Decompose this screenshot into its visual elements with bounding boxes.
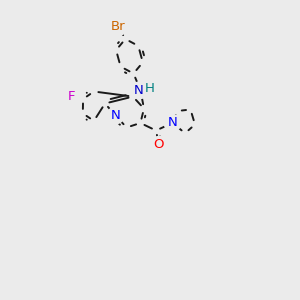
Circle shape bbox=[151, 136, 167, 153]
Circle shape bbox=[165, 116, 180, 130]
Text: O: O bbox=[154, 138, 164, 152]
Circle shape bbox=[63, 88, 80, 105]
Text: N: N bbox=[111, 109, 120, 122]
Text: N: N bbox=[168, 116, 177, 130]
Text: F: F bbox=[68, 90, 75, 103]
Text: Br: Br bbox=[111, 20, 126, 34]
Circle shape bbox=[110, 19, 127, 35]
Text: N: N bbox=[134, 83, 143, 97]
Circle shape bbox=[107, 107, 124, 124]
Text: H: H bbox=[145, 82, 155, 95]
Circle shape bbox=[132, 82, 149, 98]
Circle shape bbox=[164, 115, 181, 131]
